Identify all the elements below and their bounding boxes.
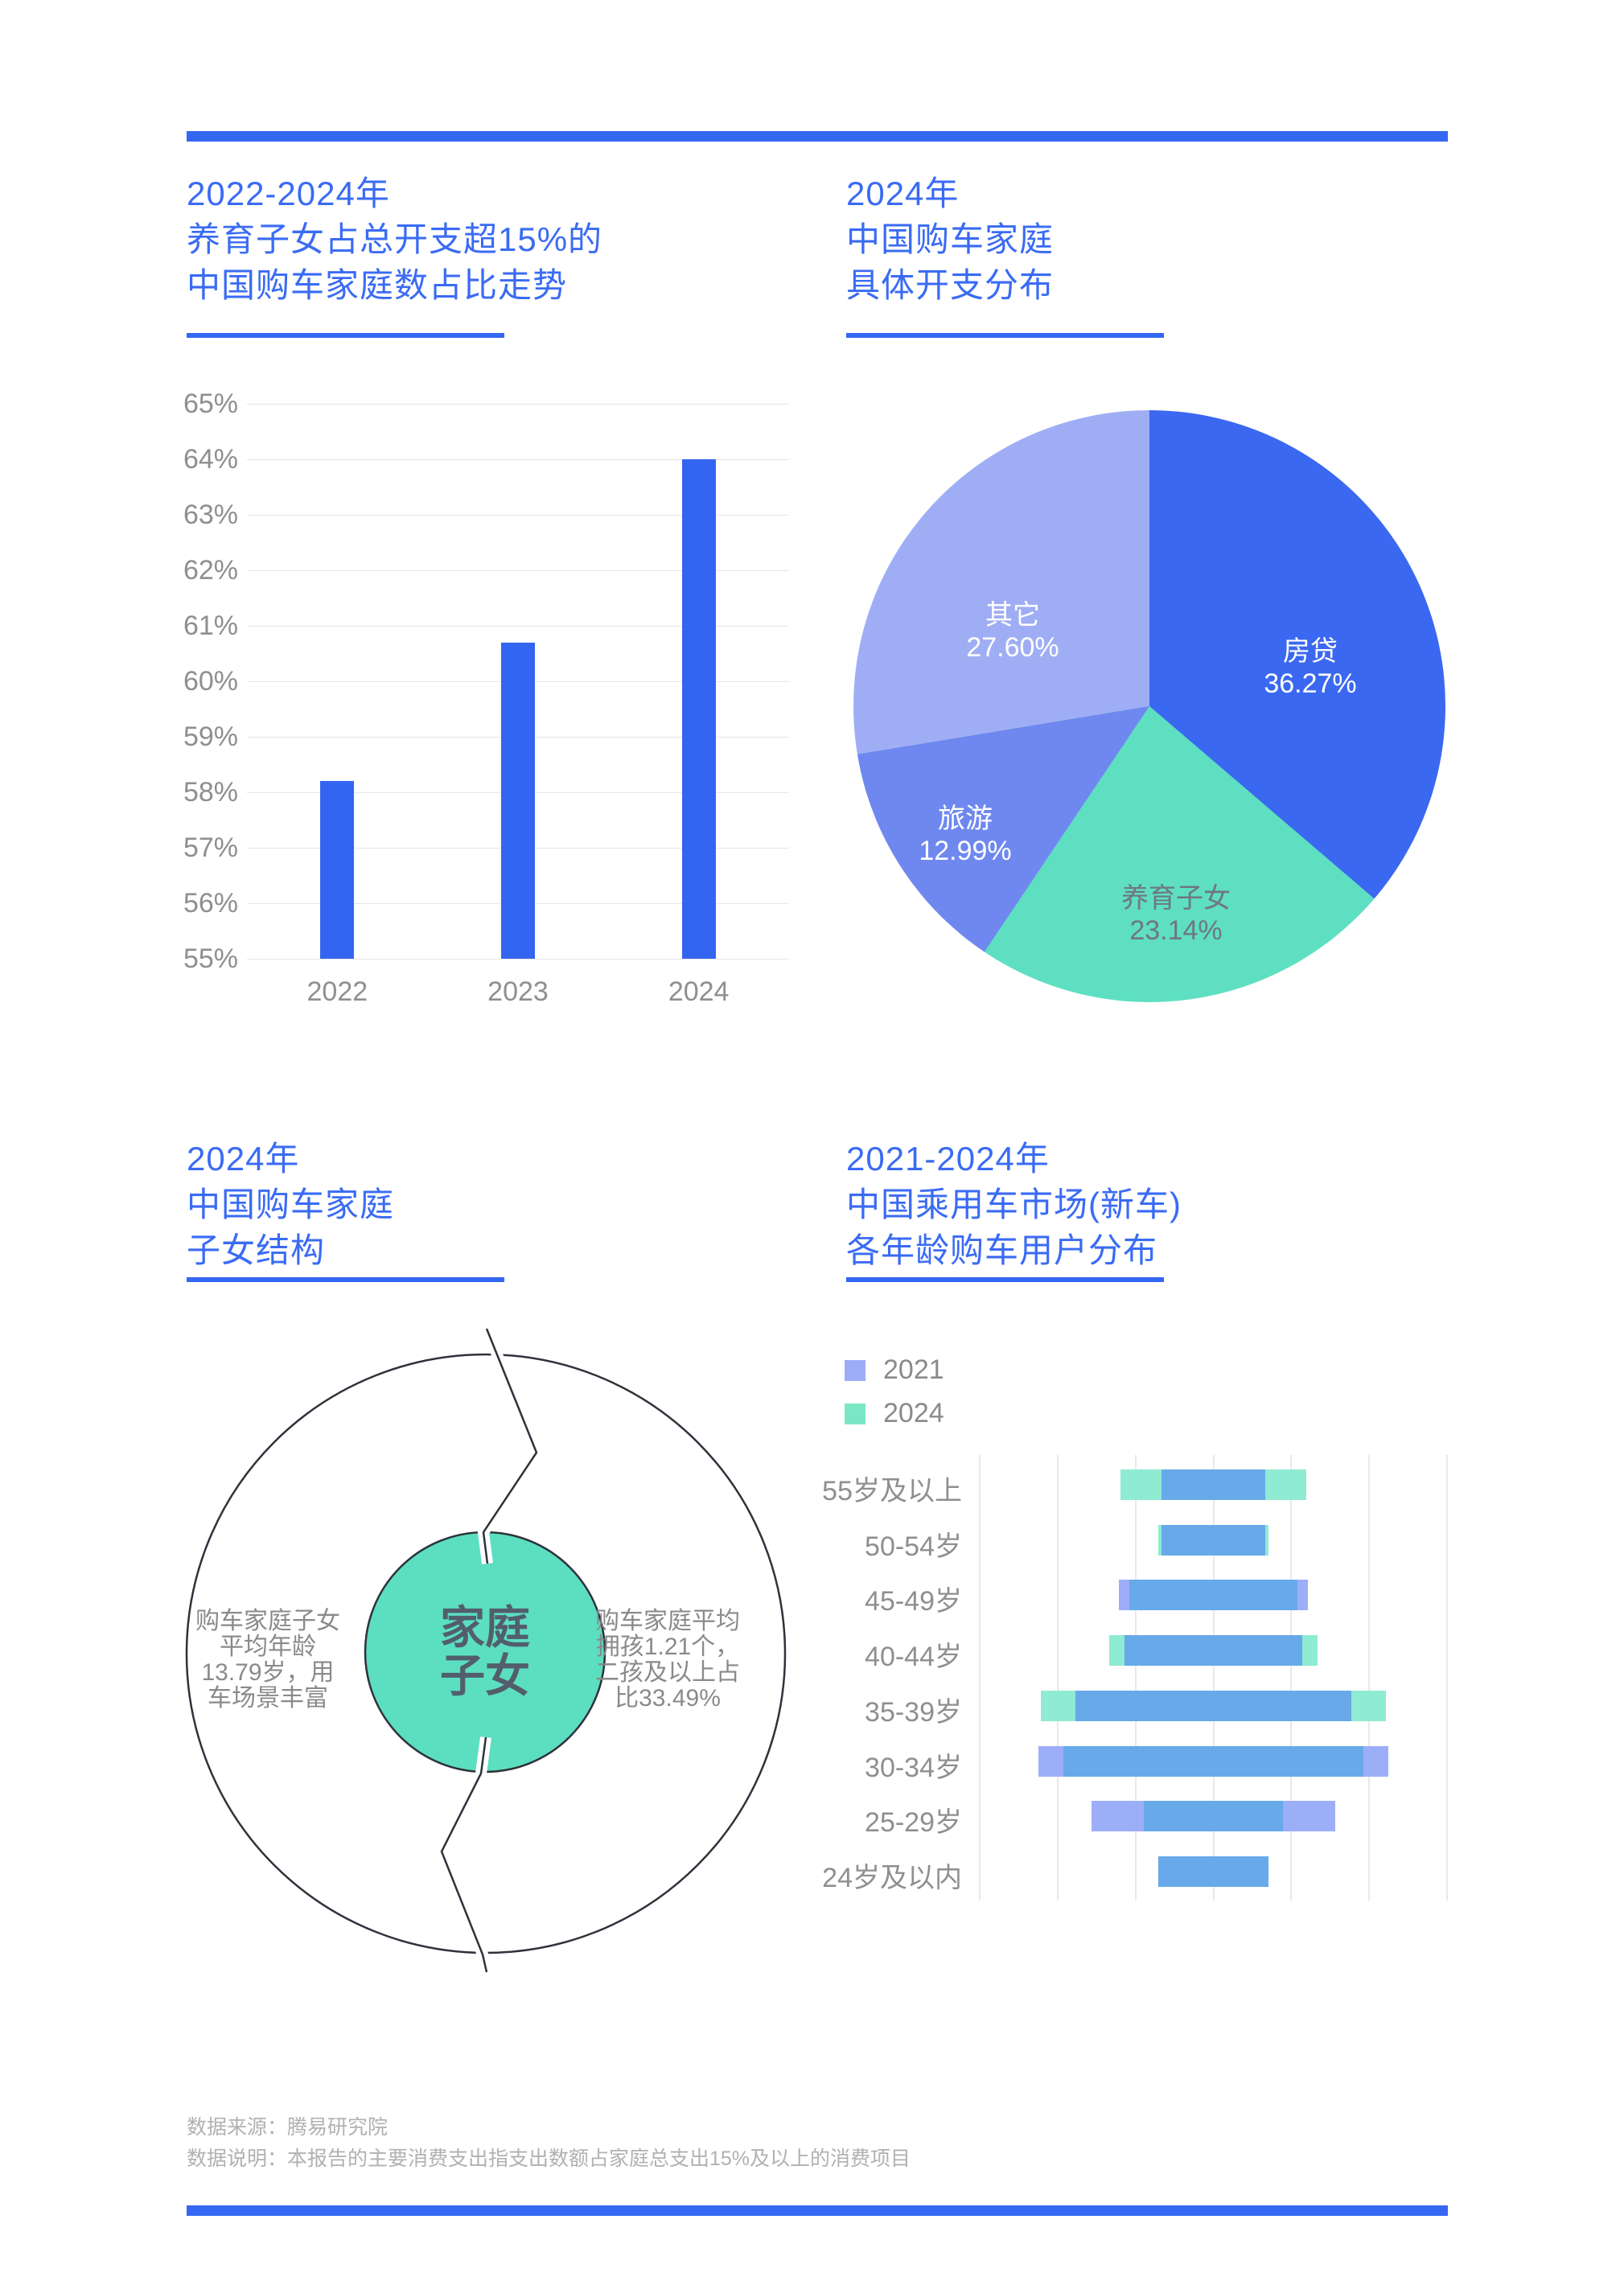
bar-overlap-2024 [1129, 1580, 1298, 1611]
title-line: 中国购车家庭 [846, 220, 1055, 258]
x-axis-label: 2023 [487, 976, 549, 1007]
legend-label-2021: 2021 [883, 1354, 944, 1385]
bar-overlap-2024 [1063, 1745, 1363, 1777]
gridline [1290, 1455, 1293, 1901]
bar-overlap-2021 [1161, 1524, 1265, 1556]
y-axis-tick-label: 63% [183, 499, 238, 530]
section-underline [846, 333, 1164, 338]
x-axis-label: 2024 [668, 976, 730, 1007]
title-line: 中国乘用车市场(新车) [846, 1186, 1182, 1223]
pie-label-line: 27.60% [966, 632, 1059, 663]
pie-label-line: 36.27% [1264, 668, 1357, 699]
section-underline [846, 1277, 1164, 1282]
age-row-label: 40-44岁 [865, 1642, 962, 1673]
y-axis-tick-label: 65% [183, 388, 238, 419]
gridline [979, 1455, 981, 1901]
gridline [247, 626, 789, 627]
diagram-center-label: 家庭 子女 [440, 1602, 530, 1701]
pie-label-line: 12.99% [919, 836, 1012, 866]
pie-label-line: 房贷 [1282, 636, 1338, 667]
gridline [1212, 1455, 1215, 1901]
bar-overlap-2021 [1124, 1635, 1302, 1667]
title-line: 2024年 [846, 175, 960, 212]
bar-overlap-2021 [1157, 1856, 1269, 1887]
section-underline [187, 1277, 504, 1282]
gridline [1368, 1455, 1371, 1901]
y-axis-tick-label: 56% [183, 888, 238, 919]
pie-label-line: 旅游 [937, 803, 993, 834]
pie-slice-label-养育子女: 养育子女 23.14% [1121, 882, 1231, 947]
title-line: 中国购车家庭数占比走势 [187, 266, 568, 304]
y-axis-tick-label: 55% [183, 943, 238, 974]
y-axis-tick-label: 58% [183, 777, 238, 808]
gridline [247, 459, 789, 460]
gridline [247, 404, 789, 405]
title-line: 具体开支分布 [846, 266, 1055, 304]
lightning-bolt-bottom [435, 1736, 492, 1974]
section-underline [187, 333, 504, 338]
age-row-label: 35-39岁 [865, 1696, 962, 1728]
pie-slice-label-房贷: 房贷 36.27% [1264, 635, 1356, 700]
title-line: 养育子女占总开支超15%的 [187, 220, 603, 258]
age-row-label: 30-34岁 [865, 1752, 962, 1783]
diagram-right-text: 购车家庭平均 拥孩1.21个， 二孩及以上占 比33.49% [595, 1608, 740, 1712]
legend-label-2024: 2024 [883, 1398, 944, 1428]
x-axis-label: 2022 [306, 976, 368, 1007]
bar-2024 [681, 459, 716, 959]
y-axis-tick-label: 62% [183, 555, 238, 586]
y-axis-tick-label: 59% [183, 721, 238, 752]
section-title-children: 2024年 中国购车家庭 子女结构 [187, 1136, 394, 1273]
gridline [1134, 1455, 1137, 1901]
bar-2023 [501, 642, 535, 959]
title-line: 2021-2024年 [846, 1140, 1050, 1177]
age-row-label: 50-54岁 [865, 1531, 962, 1562]
section-title-spending: 2024年 中国购车家庭 具体开支分布 [846, 171, 1054, 308]
title-line: 中国购车家庭 [187, 1186, 395, 1223]
title-line: 子女结构 [187, 1231, 326, 1269]
age-row-label: 55岁及以上 [822, 1476, 962, 1506]
title-line: 2024年 [187, 1140, 300, 1177]
title-line: 2022-2024年 [187, 175, 390, 212]
title-line: 各年龄购车用户分布 [846, 1231, 1158, 1269]
pie-chart-spending [853, 410, 1445, 1002]
bar-overlap-2021 [1161, 1469, 1265, 1500]
age-row-label: 25-29岁 [865, 1807, 962, 1839]
age-row-label: 45-49岁 [865, 1586, 962, 1617]
bar-overlap-2021 [1075, 1690, 1352, 1721]
legend-swatch-2024 [845, 1403, 865, 1424]
section-title-trend: 2022-2024年 养育子女占总开支超15%的 中国购车家庭数占比走势 [187, 171, 602, 308]
pie-label-line: 其它 [985, 600, 1040, 631]
pie-slice-label-其它: 其它 27.60% [966, 599, 1059, 664]
pie-label-line: 养育子女 [1121, 883, 1231, 914]
lightning-bolt-top [477, 1326, 543, 1564]
y-axis-tick-label: 57% [183, 832, 238, 863]
y-axis-tick-label: 64% [183, 444, 238, 475]
age-row-label: 24岁及以内 [822, 1862, 962, 1893]
footer-note: 数据说明：本报告的主要消费支出指支出数额占家庭总支出15%及以上的消费项目 [187, 2147, 911, 2170]
gridline [247, 959, 789, 960]
gridline [1056, 1455, 1059, 1901]
footer-source: 数据来源：腾易研究院 [187, 2116, 389, 2139]
legend-item-2021: 2021 [845, 1354, 944, 1386]
diagram-left-text: 购车家庭子女 平均年龄 13.79岁，用 车场景丰富 [195, 1608, 340, 1712]
bar-overlap-2024 [1143, 1801, 1284, 1832]
bar-2022 [320, 781, 355, 959]
pie-slice-label-旅游: 旅游 12.99% [919, 803, 1011, 867]
legend-swatch-2021 [845, 1359, 865, 1381]
gridline [1446, 1455, 1448, 1901]
legend-item-2024: 2024 [845, 1398, 944, 1429]
y-axis-tick-label: 61% [183, 610, 238, 641]
bottom-divider-bar [187, 2205, 1448, 2216]
gridline [247, 570, 789, 571]
gridline [247, 515, 789, 516]
top-divider-bar [187, 131, 1448, 142]
family-children-diagram [185, 1326, 787, 1974]
y-axis-tick-label: 60% [183, 666, 238, 697]
pie-label-line: 23.14% [1129, 915, 1223, 946]
section-title-age: 2021-2024年 中国乘用车市场(新车) 各年龄购车用户分布 [846, 1136, 1182, 1273]
